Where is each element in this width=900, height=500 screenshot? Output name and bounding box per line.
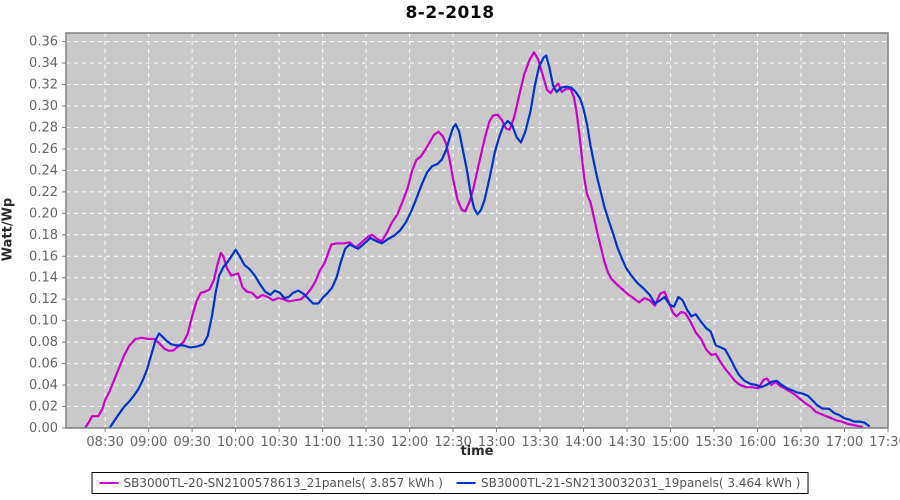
- svg-text:0.04: 0.04: [29, 378, 58, 393]
- svg-text:0.22: 0.22: [29, 185, 58, 200]
- svg-text:13:30: 13:30: [521, 435, 558, 450]
- svg-text:16:30: 16:30: [782, 435, 819, 450]
- x-axis-title: time: [460, 444, 494, 459]
- series2-line-swatch: [457, 482, 476, 484]
- series1-line-swatch: [99, 482, 119, 484]
- svg-text:0.20: 0.20: [29, 206, 58, 221]
- svg-text:0.32: 0.32: [29, 78, 58, 93]
- legend-item: SB3000TL-20-SN2100578613_21panels( 3.857…: [99, 476, 443, 490]
- svg-text:0.02: 0.02: [29, 400, 58, 415]
- svg-text:0.00: 0.00: [29, 421, 58, 436]
- svg-text:11:30: 11:30: [347, 435, 384, 450]
- svg-text:0.18: 0.18: [29, 228, 58, 243]
- svg-text:0.10: 0.10: [29, 314, 58, 329]
- svg-text:0.26: 0.26: [29, 142, 58, 157]
- svg-text:15:30: 15:30: [695, 435, 732, 450]
- svg-text:08:30: 08:30: [86, 435, 123, 450]
- svg-text:14:00: 14:00: [565, 435, 602, 450]
- svg-text:13:00: 13:00: [478, 435, 515, 450]
- svg-text:0.12: 0.12: [29, 292, 58, 307]
- svg-text:15:00: 15:00: [652, 435, 689, 450]
- svg-text:17:30: 17:30: [869, 435, 900, 450]
- svg-text:0.06: 0.06: [29, 357, 58, 372]
- svg-text:0.34: 0.34: [29, 56, 58, 71]
- series1-legend-label: SB3000TL-20-SN2100578613_21panels( 3.857…: [123, 476, 443, 490]
- svg-text:0.16: 0.16: [29, 249, 58, 264]
- svg-text:17:00: 17:00: [826, 435, 863, 450]
- svg-text:0.14: 0.14: [29, 271, 58, 286]
- svg-text:12:30: 12:30: [434, 435, 471, 450]
- chart-title: 8-2-2018: [405, 3, 495, 23]
- svg-text:0.36: 0.36: [29, 35, 58, 50]
- y-axis-title: Watt/Wp: [0, 197, 16, 262]
- svg-text:12:00: 12:00: [391, 435, 428, 450]
- svg-text:0.28: 0.28: [29, 120, 58, 135]
- svg-text:11:00: 11:00: [304, 435, 341, 450]
- series2-legend-label: SB3000TL-21-SN2130032031_19panels( 3.464…: [481, 476, 801, 490]
- svg-text:09:00: 09:00: [130, 435, 167, 450]
- legend-item: SB3000TL-21-SN2130032031_19panels( 3.464…: [457, 476, 800, 490]
- svg-text:0.30: 0.30: [29, 99, 58, 114]
- svg-text:0.24: 0.24: [29, 163, 58, 178]
- svg-text:10:00: 10:00: [217, 435, 254, 450]
- svg-text:10:30: 10:30: [260, 435, 297, 450]
- legend: SB3000TL-20-SN2100578613_21panels( 3.857…: [91, 472, 809, 494]
- svg-text:09:30: 09:30: [173, 435, 210, 450]
- svg-text:0.08: 0.08: [29, 335, 58, 350]
- svg-text:14:30: 14:30: [608, 435, 645, 450]
- svg-text:16:00: 16:00: [739, 435, 776, 450]
